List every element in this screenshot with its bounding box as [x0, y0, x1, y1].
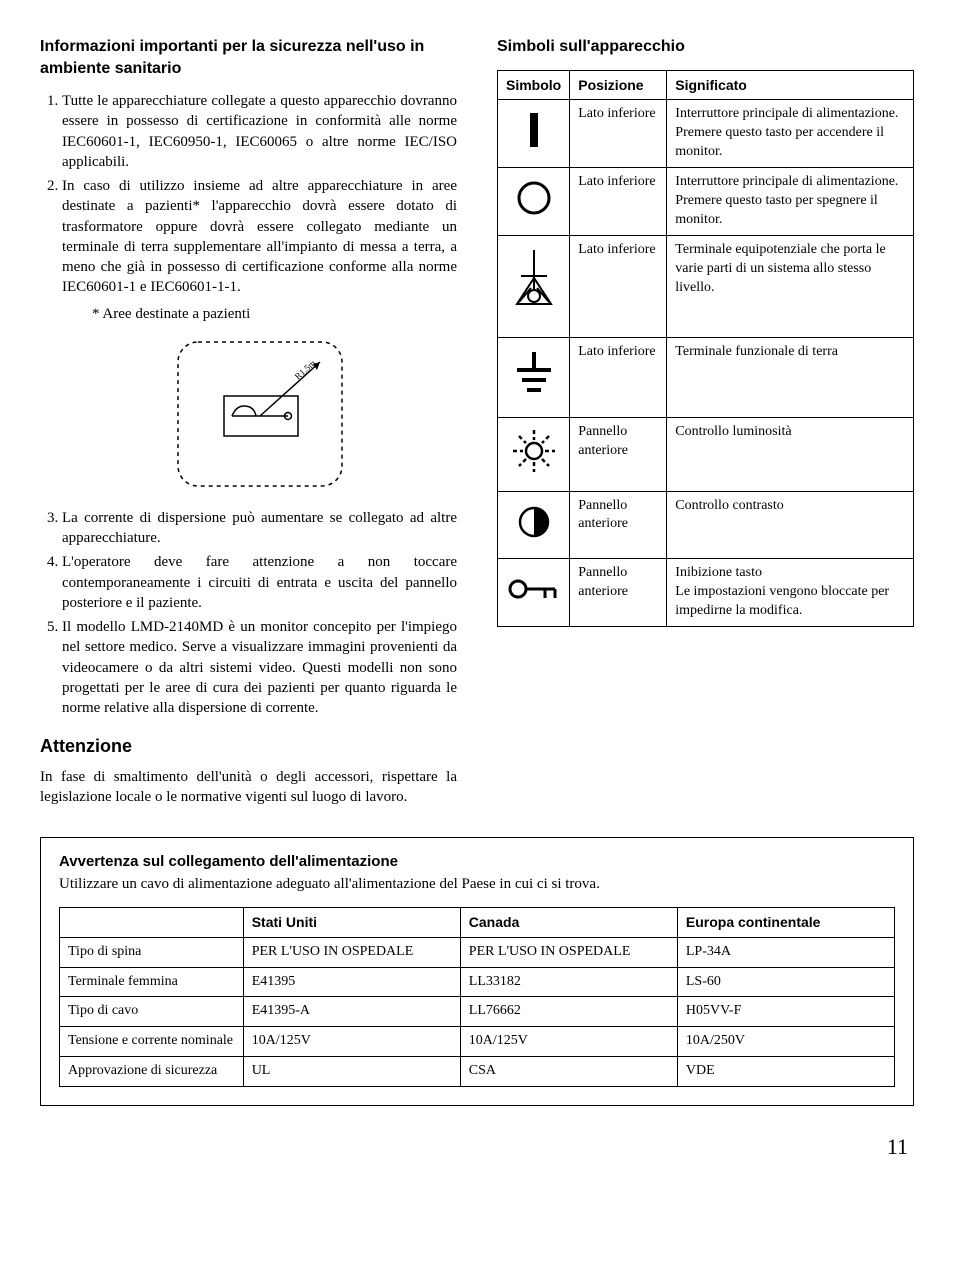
- symbols-table: Simbolo Posizione Significato Lato infer…: [497, 70, 914, 627]
- list-item: In caso di utilizzo insieme ad altre app…: [62, 176, 457, 494]
- power-cell: H05VV-F: [677, 997, 894, 1027]
- table-header-row: Simbolo Posizione Significato: [498, 70, 914, 100]
- power-row-label: Tipo di spina: [60, 937, 244, 967]
- sym-meaning: Interruttore principale di alimentazione…: [667, 168, 914, 236]
- table-row: Lato inferiore Terminale funzionale di t…: [498, 337, 914, 417]
- sym-position: Pannello anteriore: [570, 559, 667, 627]
- power-cell: UL: [243, 1057, 460, 1087]
- sym-position: Pannello anteriore: [570, 417, 667, 491]
- sym-position: Lato inferiore: [570, 100, 667, 168]
- power-row-label: Tensione e corrente nominale: [60, 1027, 244, 1057]
- power-cell: 10A/250V: [677, 1027, 894, 1057]
- power-col-us: Stati Uniti: [243, 907, 460, 937]
- power-col-canada: Canada: [460, 907, 677, 937]
- page-number: 11: [40, 1132, 914, 1162]
- table-row: Tipo di spina PER L'USO IN OSPEDALE PER …: [60, 937, 895, 967]
- power-col-eu: Europa continentale: [677, 907, 894, 937]
- power-cell: 10A/125V: [243, 1027, 460, 1057]
- patient-area-footnote: * Aree destinate a pazienti: [92, 304, 457, 324]
- contrast-icon: [498, 491, 570, 559]
- power-off-icon: [498, 168, 570, 236]
- table-row: Pannello anteriore Controllo luminosità: [498, 417, 914, 491]
- power-warning-box: Avvertenza sul collegamento dell'aliment…: [40, 837, 914, 1106]
- col-position: Posizione: [570, 70, 667, 100]
- power-col-blank: [60, 907, 244, 937]
- safety-list-part-a: Tutte le apparecchiature collegate a que…: [40, 91, 457, 494]
- list-item: La corrente di dispersione può aumentare…: [62, 508, 457, 549]
- list-item: Il modello LMD-2140MD è un monitor conce…: [62, 617, 457, 718]
- power-cell: VDE: [677, 1057, 894, 1087]
- attention-body: In fase di smaltimento dell'unità o degl…: [40, 767, 457, 808]
- power-cell: 10A/125V: [460, 1027, 677, 1057]
- power-cell: LL76662: [460, 997, 677, 1027]
- functional-earth-icon: [498, 337, 570, 417]
- patient-area-diagram: R1.5m: [62, 334, 457, 494]
- power-warning-sub: Utilizzare un cavo di alimentazione adeg…: [59, 874, 895, 894]
- table-row: Tensione e corrente nominale 10A/125V 10…: [60, 1027, 895, 1057]
- table-header-row: Stati Uniti Canada Europa continentale: [60, 907, 895, 937]
- sym-position: Lato inferiore: [570, 337, 667, 417]
- col-symbol: Simbolo: [498, 70, 570, 100]
- col-meaning: Significato: [667, 70, 914, 100]
- power-row-label: Tipo di cavo: [60, 997, 244, 1027]
- brightness-icon: [498, 417, 570, 491]
- power-cell: LL33182: [460, 967, 677, 997]
- power-row-label: Approvazione di sicurezza: [60, 1057, 244, 1087]
- power-cell: PER L'USO IN OSPEDALE: [460, 937, 677, 967]
- power-on-icon: [498, 100, 570, 168]
- table-row: Lato inferiore Interruttore principale d…: [498, 168, 914, 236]
- sym-meaning: Controllo luminosità: [667, 417, 914, 491]
- equipotential-icon: [498, 235, 570, 337]
- radius-label: R1.5m: [292, 358, 317, 382]
- power-cell: CSA: [460, 1057, 677, 1087]
- power-cell: LS-60: [677, 967, 894, 997]
- list-item: L'operatore deve fare attenzione a non t…: [62, 552, 457, 613]
- symbols-heading: Simboli sull'apparecchio: [497, 36, 914, 58]
- power-table: Stati Uniti Canada Europa continentale T…: [59, 907, 895, 1087]
- table-row: Tipo di cavo E41395-A LL76662 H05VV-F: [60, 997, 895, 1027]
- sym-meaning: Terminale equipotenziale che porta le va…: [667, 235, 914, 337]
- list-item: Tutte le apparecchiature collegate a que…: [62, 91, 457, 172]
- power-cell: E41395-A: [243, 997, 460, 1027]
- safety-list-part-b: La corrente di dispersione può aumentare…: [40, 508, 457, 719]
- sym-meaning: Terminale funzionale di terra: [667, 337, 914, 417]
- sym-meaning: Controllo contrasto: [667, 491, 914, 559]
- power-cell: PER L'USO IN OSPEDALE: [243, 937, 460, 967]
- power-warning-heading: Avvertenza sul collegamento dell'aliment…: [59, 852, 895, 872]
- key-lock-icon: [498, 559, 570, 627]
- table-row: Pannello anteriore Inibizione tastoLe im…: [498, 559, 914, 627]
- power-row-label: Terminale femmina: [60, 967, 244, 997]
- sym-position: Pannello anteriore: [570, 491, 667, 559]
- table-row: Lato inferiore Terminale equipotenziale …: [498, 235, 914, 337]
- sym-meaning: Inibizione tastoLe impostazioni vengono …: [667, 559, 914, 627]
- power-cell: LP-34A: [677, 937, 894, 967]
- table-row: Lato inferiore Interruttore principale d…: [498, 100, 914, 168]
- table-row: Pannello anteriore Controllo contrasto: [498, 491, 914, 559]
- sym-position: Lato inferiore: [570, 235, 667, 337]
- table-row: Terminale femmina E41395 LL33182 LS-60: [60, 967, 895, 997]
- table-row: Approvazione di sicurezza UL CSA VDE: [60, 1057, 895, 1087]
- power-cell: E41395: [243, 967, 460, 997]
- sym-position: Lato inferiore: [570, 168, 667, 236]
- sym-meaning: Interruttore principale di alimentazione…: [667, 100, 914, 168]
- safety-info-heading: Informazioni importanti per la sicurezza…: [40, 36, 457, 79]
- list-item-text: In caso di utilizzo insieme ad altre app…: [62, 178, 457, 295]
- attention-heading: Attenzione: [40, 734, 457, 758]
